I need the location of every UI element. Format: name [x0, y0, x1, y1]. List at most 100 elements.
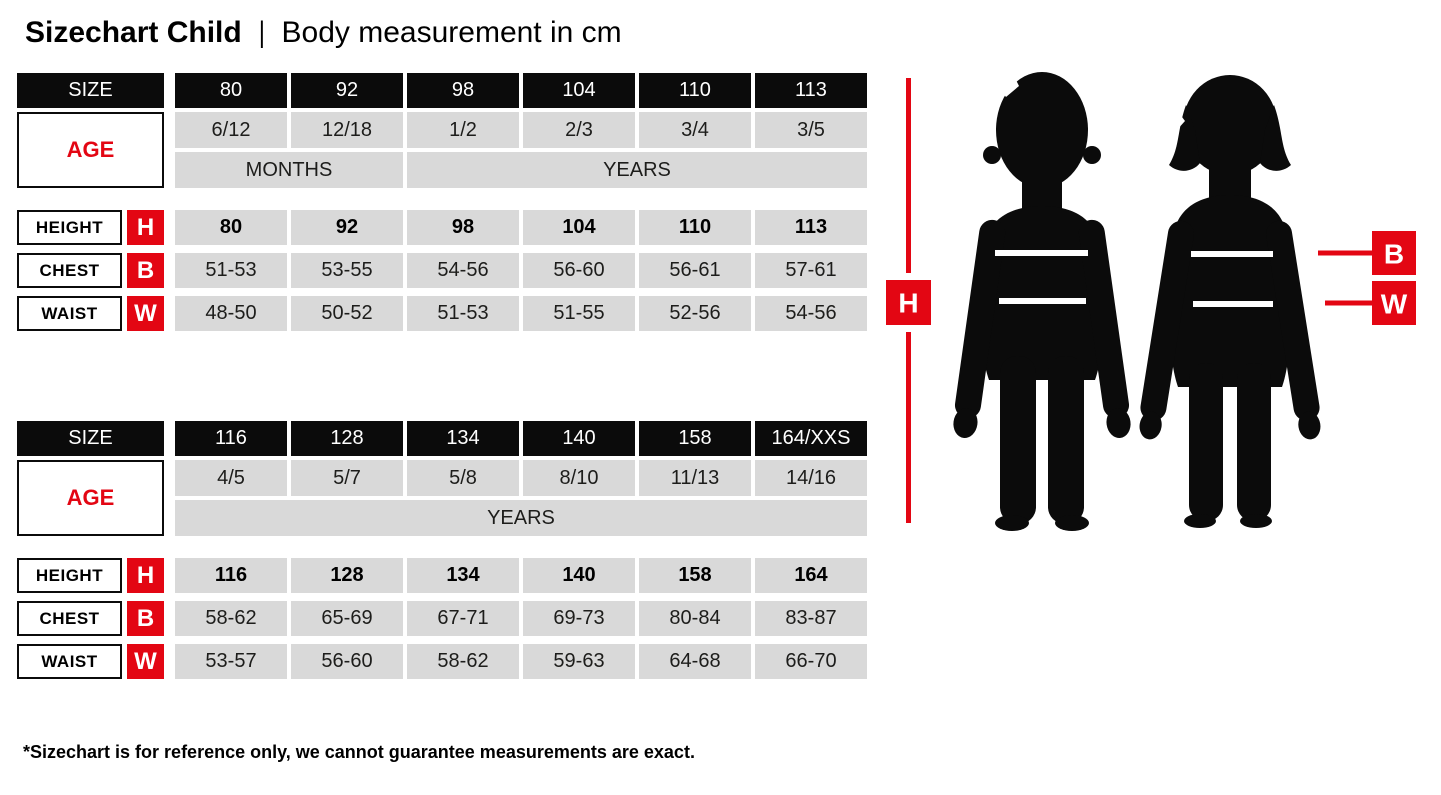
- age-unit-months: MONTHS: [175, 152, 403, 188]
- height-value: 116: [175, 558, 287, 593]
- height-value: 128: [291, 558, 403, 593]
- waist-value: 50-52: [291, 296, 403, 331]
- chest-value: 54-56: [407, 253, 519, 288]
- size-header: SIZE: [17, 73, 164, 108]
- height-value: 92: [291, 210, 403, 245]
- height-code-badge: H: [127, 558, 164, 593]
- page-title: Sizechart Child | Body measurement in cm: [25, 16, 622, 50]
- waist-value: 58-62: [407, 644, 519, 679]
- boy-silhouette-icon: [953, 72, 1131, 531]
- chest-value: 51-53: [175, 253, 287, 288]
- chest-value: 56-61: [639, 253, 751, 288]
- boy-chest-line: [995, 250, 1088, 256]
- age-value: 3/4: [639, 112, 751, 148]
- waist-value: 48-50: [175, 296, 287, 331]
- size-value: 116: [175, 421, 287, 456]
- waist-value: 59-63: [523, 644, 635, 679]
- height-value: 98: [407, 210, 519, 245]
- age-value: 5/7: [291, 460, 403, 496]
- title-subtitle: Body measurement in cm: [281, 16, 622, 49]
- chest-label: CHEST: [17, 601, 122, 636]
- age-value: 6/12: [175, 112, 287, 148]
- size-value: 98: [407, 73, 519, 108]
- title-separator: |: [258, 16, 265, 49]
- chest-value: 56-60: [523, 253, 635, 288]
- chest-code-badge: B: [127, 601, 164, 636]
- waist-badge: [1372, 281, 1416, 325]
- age-value: 4/5: [175, 460, 287, 496]
- waist-value: 66-70: [755, 644, 867, 679]
- waist-badge-letter: W: [1381, 289, 1408, 320]
- body-measurement-figure: H: [886, 72, 1416, 531]
- size-table-kids: SIZE 116 128 134 140 158 164/XXS AGE 4/5…: [17, 421, 867, 679]
- height-indicator: H: [886, 78, 931, 523]
- waist-row-label: WAIST W: [17, 296, 164, 331]
- waist-code-badge: W: [127, 644, 164, 679]
- waist-label: WAIST: [17, 644, 122, 679]
- waist-value: 52-56: [639, 296, 751, 331]
- size-value: 113: [755, 73, 867, 108]
- size-value: 140: [523, 421, 635, 456]
- waist-value: 54-56: [755, 296, 867, 331]
- footnote: *Sizechart is for reference only, we can…: [23, 742, 695, 762]
- height-value: 110: [639, 210, 751, 245]
- waist-value: 51-53: [407, 296, 519, 331]
- chest-badge-letter: B: [1384, 239, 1404, 270]
- chest-value: 53-55: [291, 253, 403, 288]
- size-value: 134: [407, 421, 519, 456]
- size-value: 80: [175, 73, 287, 108]
- age-unit-years: YEARS: [175, 500, 867, 536]
- size-table-toddler: SIZE 80 92 98 104 110 113 AGE 6/12 12/18…: [17, 73, 867, 331]
- girl-chest-line: [1191, 251, 1273, 257]
- waist-row-label: WAIST W: [17, 644, 164, 679]
- size-header: SIZE: [17, 421, 164, 456]
- height-value: 113: [755, 210, 867, 245]
- waist-indicator: W: [1325, 281, 1416, 325]
- height-label: HEIGHT: [17, 558, 122, 593]
- size-value: 92: [291, 73, 403, 108]
- age-value: 5/8: [407, 460, 519, 496]
- waist-value: 64-68: [639, 644, 751, 679]
- height-value: 104: [523, 210, 635, 245]
- size-value: 128: [291, 421, 403, 456]
- age-value: 12/18: [291, 112, 403, 148]
- height-value: 140: [523, 558, 635, 593]
- chest-value: 69-73: [523, 601, 635, 636]
- waist-label: WAIST: [17, 296, 122, 331]
- chest-value: 67-71: [407, 601, 519, 636]
- height-badge: [886, 280, 931, 325]
- girl-silhouette-icon: [1139, 75, 1321, 528]
- height-value: 80: [175, 210, 287, 245]
- height-value: 134: [407, 558, 519, 593]
- age-value: 8/10: [523, 460, 635, 496]
- age-header: AGE: [17, 460, 164, 536]
- waist-value: 53-57: [175, 644, 287, 679]
- title-main: Sizechart Child: [25, 16, 242, 49]
- chest-value: 65-69: [291, 601, 403, 636]
- chest-indicator: B: [1318, 231, 1416, 275]
- height-value: 164: [755, 558, 867, 593]
- age-value: 3/5: [755, 112, 867, 148]
- waist-value: 51-55: [523, 296, 635, 331]
- age-value: 14/16: [755, 460, 867, 496]
- height-row-label: HEIGHT H: [17, 558, 164, 593]
- age-unit-years: YEARS: [407, 152, 867, 188]
- girl-waist-line: [1193, 301, 1273, 307]
- chest-row-label: CHEST B: [17, 601, 164, 636]
- height-code-badge: H: [127, 210, 164, 245]
- waist-code-badge: W: [127, 296, 164, 331]
- size-value: 158: [639, 421, 751, 456]
- height-value: 158: [639, 558, 751, 593]
- chest-value: 83-87: [755, 601, 867, 636]
- size-value: 104: [523, 73, 635, 108]
- age-value: 2/3: [523, 112, 635, 148]
- age-header: AGE: [17, 112, 164, 188]
- size-value: 110: [639, 73, 751, 108]
- height-label: HEIGHT: [17, 210, 122, 245]
- height-badge-letter: H: [898, 288, 918, 319]
- chest-row-label: CHEST B: [17, 253, 164, 288]
- chest-value: 57-61: [755, 253, 867, 288]
- age-value: 1/2: [407, 112, 519, 148]
- chest-badge: [1372, 231, 1416, 275]
